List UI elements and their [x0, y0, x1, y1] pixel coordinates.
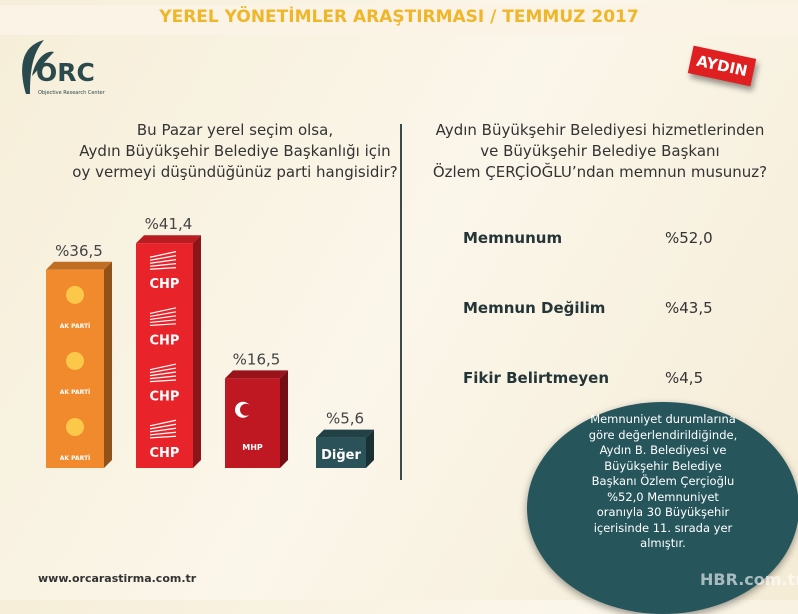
- question-line: oy vermeyi düşündüğünüz parti hangisidir…: [72, 163, 398, 181]
- bar-ak-parti̇: AK PARTİ AK PARTİ AK PARTİ: [46, 261, 112, 468]
- lightbulb-icon: [66, 285, 84, 304]
- chp-arrows-icon: [149, 267, 177, 270]
- data-label: %36,5: [55, 242, 103, 260]
- chp-arrows-icon: [149, 379, 177, 383]
- bar-top: [46, 261, 112, 270]
- info-bubble: Memnuniyet durumlarına göre değerlendiri…: [527, 402, 798, 614]
- bar-top: [316, 429, 374, 438]
- question-line: Aydın Büyükşehir Belediyesi hizmetlerind…: [435, 121, 765, 139]
- watermark: HBR.com.tr: [700, 570, 798, 589]
- satisfaction-value: %52,0: [665, 229, 713, 247]
- question-line: ve Büyükşehir Belediye Başkanı: [480, 142, 720, 160]
- chp-arrows-icon: [149, 319, 177, 324]
- bar-logo-text: CHP: [150, 390, 180, 405]
- leaf-icon: [22, 40, 54, 94]
- bar-logo-text: AK PARTİ: [60, 389, 91, 396]
- bar-front: [225, 378, 280, 468]
- bar-logo-text: MHP: [242, 443, 263, 452]
- bar-front: [136, 243, 193, 468]
- satisfaction-value: %43,5: [665, 299, 713, 317]
- chp-arrows-icon: [149, 427, 177, 433]
- logo-subtitle: Objective Research Center: [38, 90, 105, 96]
- bar-diğer: Diğer: [316, 429, 374, 468]
- right-question: Aydın Büyükşehir Belediyesi hizmetlerind…: [410, 120, 790, 183]
- satisfaction-label: Memnun Değilim: [463, 299, 606, 317]
- city-badge: AYDIN: [687, 45, 757, 87]
- chp-arrows-icon: [149, 419, 177, 427]
- bar-side: [193, 235, 201, 468]
- bar-logo-text: Diğer: [321, 448, 361, 463]
- bar-logo-text: CHP: [150, 446, 180, 461]
- lightbulb-icon: [66, 351, 84, 370]
- chp-arrows-icon: [149, 311, 177, 318]
- data-label: %41,4: [145, 215, 193, 233]
- bar-top: [225, 370, 288, 379]
- bar-front: [316, 437, 366, 468]
- logo-text: ORC: [36, 58, 95, 87]
- bar-side: [104, 261, 112, 468]
- chp-arrows-icon: [149, 431, 177, 436]
- divider: [400, 124, 402, 480]
- chp-arrows-icon: [149, 375, 177, 380]
- crescent-cut: [240, 403, 252, 416]
- data-label: %5,6: [326, 410, 364, 428]
- bar-side: [366, 429, 374, 468]
- question-line: Özlem ÇERÇİOĞLU’ndan memnun musunuz?: [432, 163, 768, 181]
- satisfaction-label: Memnunum: [463, 229, 563, 247]
- satisfaction-value: %4,5: [665, 369, 704, 387]
- bar-chp: CHP CHP CHP CHP: [136, 235, 201, 468]
- page-title: YEREL YÖNETİMLER ARAŞTIRMASI / TEMMUZ 20…: [0, 5, 798, 35]
- chp-arrows-icon: [149, 435, 177, 439]
- chp-arrows-icon: [149, 367, 177, 374]
- chp-arrows-icon: [149, 307, 177, 315]
- chp-arrows-icon: [149, 263, 177, 267]
- chp-arrows-icon: [149, 259, 177, 264]
- chp-arrows-icon: [149, 315, 177, 321]
- orc-logo: ORC Objective Research Center: [14, 36, 134, 106]
- chp-arrows-icon: [149, 363, 177, 371]
- bar-logo-text: AK PARTİ: [60, 323, 91, 330]
- bar-mhp: MHP: [225, 370, 288, 468]
- chp-arrows-icon: [149, 423, 177, 430]
- chp-arrows-icon: [149, 323, 177, 327]
- question-line: Aydın Büyükşehir Belediye Başkanlığı içi…: [79, 142, 391, 160]
- bar-logo-text: AK PARTİ: [60, 455, 91, 462]
- left-question: Bu Pazar yerel seçim olsa, Aydın Büyükşe…: [70, 120, 400, 183]
- lightbulb-icon: [66, 418, 84, 437]
- question-line: Bu Pazar yerel seçim olsa,: [136, 121, 334, 139]
- bar-logo-text: CHP: [150, 277, 180, 292]
- bar-top: [136, 235, 201, 244]
- bar-logo-text: CHP: [150, 333, 180, 348]
- data-label: %16,5: [233, 350, 281, 368]
- bar-side: [280, 370, 288, 468]
- satisfaction-label: Fikir Belirtmeyen: [463, 369, 610, 387]
- chp-arrows-icon: [149, 251, 177, 258]
- chp-arrows-icon: [149, 371, 177, 377]
- chp-arrows-icon: [149, 255, 177, 261]
- footer-url[interactable]: www.orcarastirma.com.tr: [38, 572, 197, 585]
